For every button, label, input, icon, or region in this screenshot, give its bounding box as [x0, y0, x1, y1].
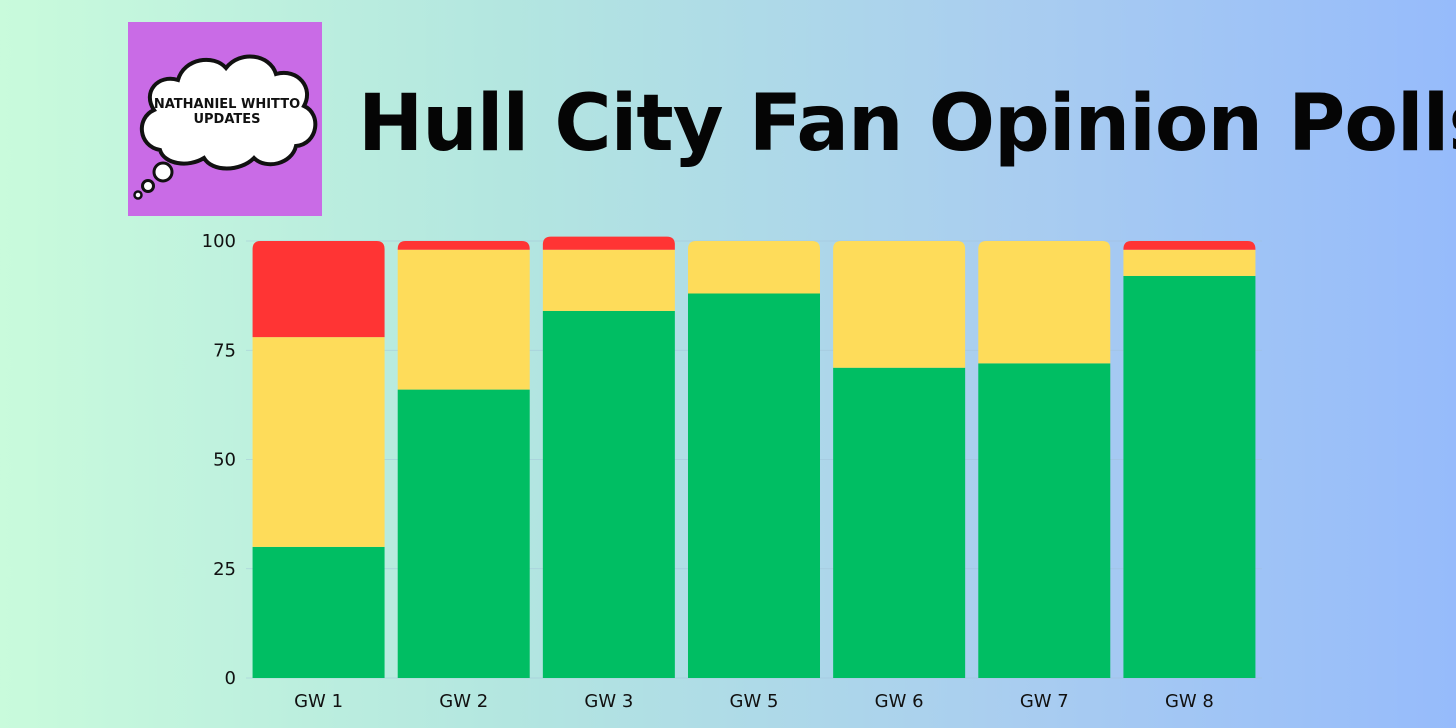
x-tick-label: GW 1: [294, 691, 343, 712]
x-tick-label: GW 7: [1020, 691, 1069, 712]
bar-segment: [833, 367, 966, 678]
bar-segment: [252, 546, 385, 678]
bar-segment: [252, 337, 385, 547]
x-tick-label: GW 3: [584, 691, 633, 712]
bar-segment: [397, 389, 530, 678]
bar-segment: [397, 241, 530, 250]
y-tick-label: 75: [213, 340, 236, 361]
y-tick-label: 50: [213, 450, 236, 471]
bar-segment: [542, 236, 675, 250]
bar-segment: [542, 249, 675, 311]
bar-segment: [542, 310, 675, 678]
x-tick-label: GW 2: [439, 691, 488, 712]
bar-segment: [1123, 249, 1256, 276]
logo-line1: NATHANIEL WHITTO: [154, 97, 300, 112]
y-axis-ticks: 0 25 50 75 100: [202, 231, 236, 689]
x-axis-ticks: GW 1 GW 2 GW 3 GW 5 GW 6 GW 7 GW 8: [294, 691, 1214, 712]
y-tick-label: 100: [202, 231, 236, 252]
thought-bubble-icon: NATHANIEL WHITTO UPDATES: [133, 54, 318, 200]
logo-line2: UPDATES: [193, 112, 260, 127]
x-tick-label: GW 8: [1165, 691, 1214, 712]
logo: NATHANIEL WHITTO UPDATES: [128, 22, 322, 216]
page-title: Hull City Fan Opinion Polls: [358, 79, 1456, 169]
bar-segment: [978, 241, 1111, 364]
bar-segment: [833, 241, 966, 368]
bar-segment: [252, 241, 385, 338]
bar-segment: [397, 249, 530, 390]
bar-segment: [688, 293, 820, 678]
bar-segment: [1123, 275, 1256, 678]
x-tick-label: GW 6: [875, 691, 924, 712]
bars: [252, 236, 1256, 678]
x-tick-label: GW 5: [730, 691, 779, 712]
bar-segment: [688, 241, 820, 294]
bar-segment: [1123, 241, 1256, 250]
y-tick-label: 0: [225, 668, 236, 689]
y-tick-label: 25: [213, 559, 236, 580]
bar-segment: [978, 363, 1111, 678]
